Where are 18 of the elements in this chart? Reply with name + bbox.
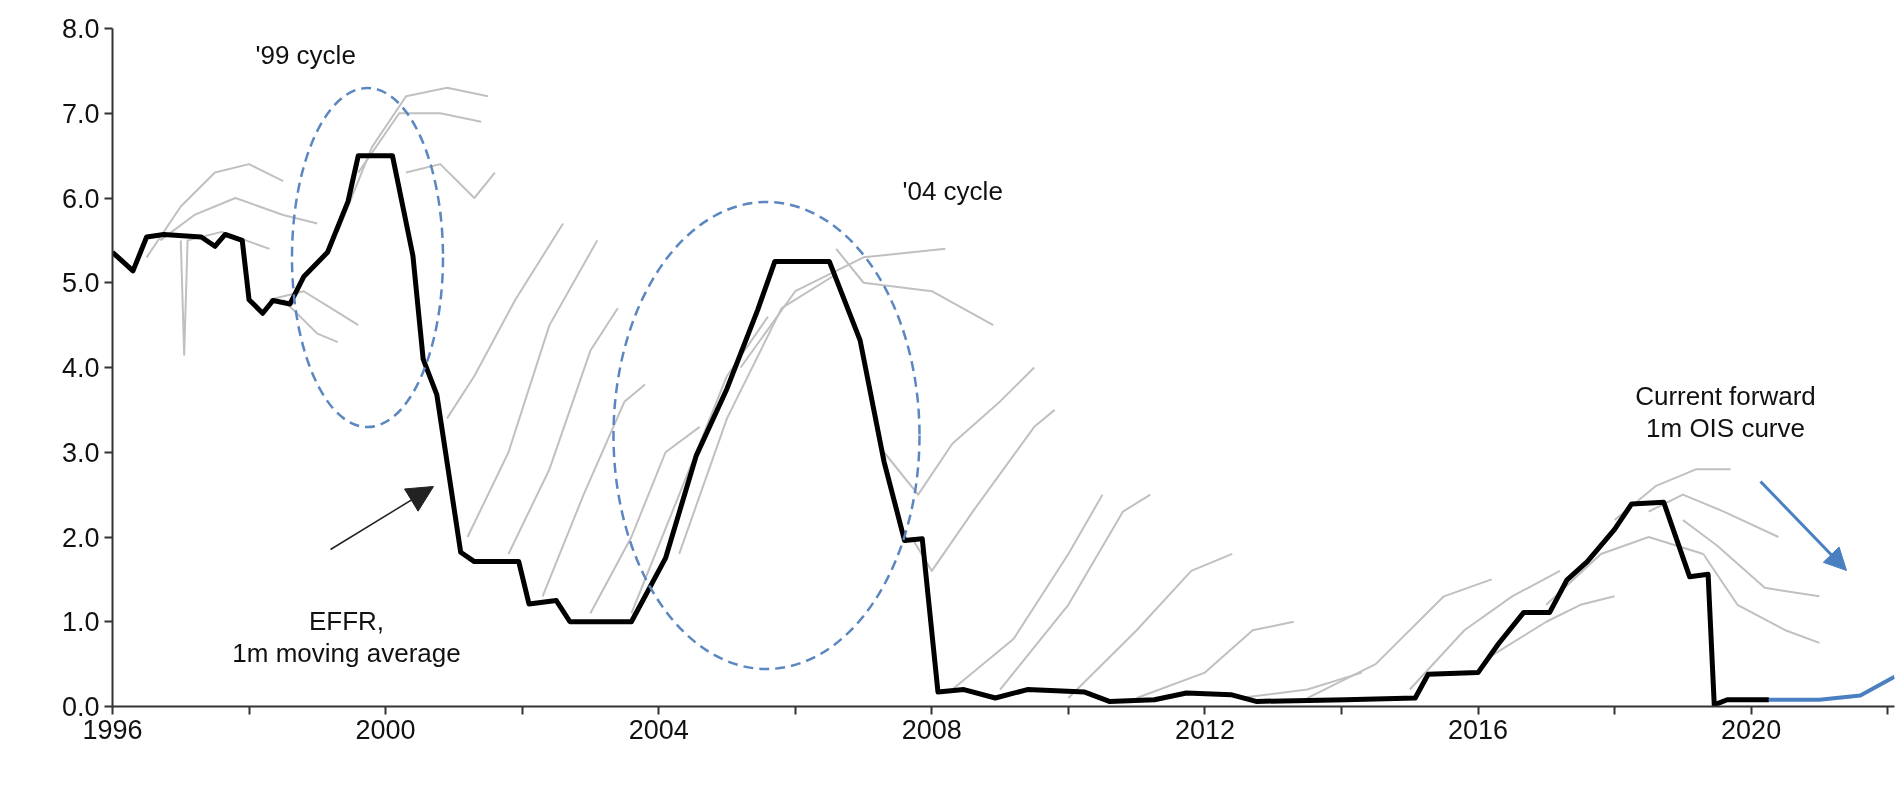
y-tick-label: 3.0 [61, 437, 100, 468]
x-tick-label: 2012 [1174, 714, 1235, 745]
y-tick-label: 6.0 [61, 183, 100, 214]
x-tick-label: 2000 [355, 714, 416, 745]
y-tick-label: 8.0 [61, 14, 100, 44]
annotation: Current forward 1m OIS curve [1635, 380, 1816, 443]
y-tick-label: 5.0 [61, 268, 100, 299]
annotation: EFFR, 1m moving average [232, 605, 461, 668]
annotation: '99 cycle [255, 39, 356, 70]
x-tick-label: 2020 [1721, 714, 1782, 745]
x-tick-label: 2008 [901, 714, 962, 745]
x-tick-label: 2004 [628, 714, 689, 745]
y-tick-label: 2.0 [61, 522, 100, 553]
y-tick-label: 1.0 [61, 607, 100, 638]
y-tick-label: 4.0 [61, 353, 100, 383]
y-tick-label: 7.0 [61, 98, 100, 129]
x-tick-label: 2016 [1447, 714, 1509, 745]
annotation: '04 cycle [902, 175, 1003, 206]
